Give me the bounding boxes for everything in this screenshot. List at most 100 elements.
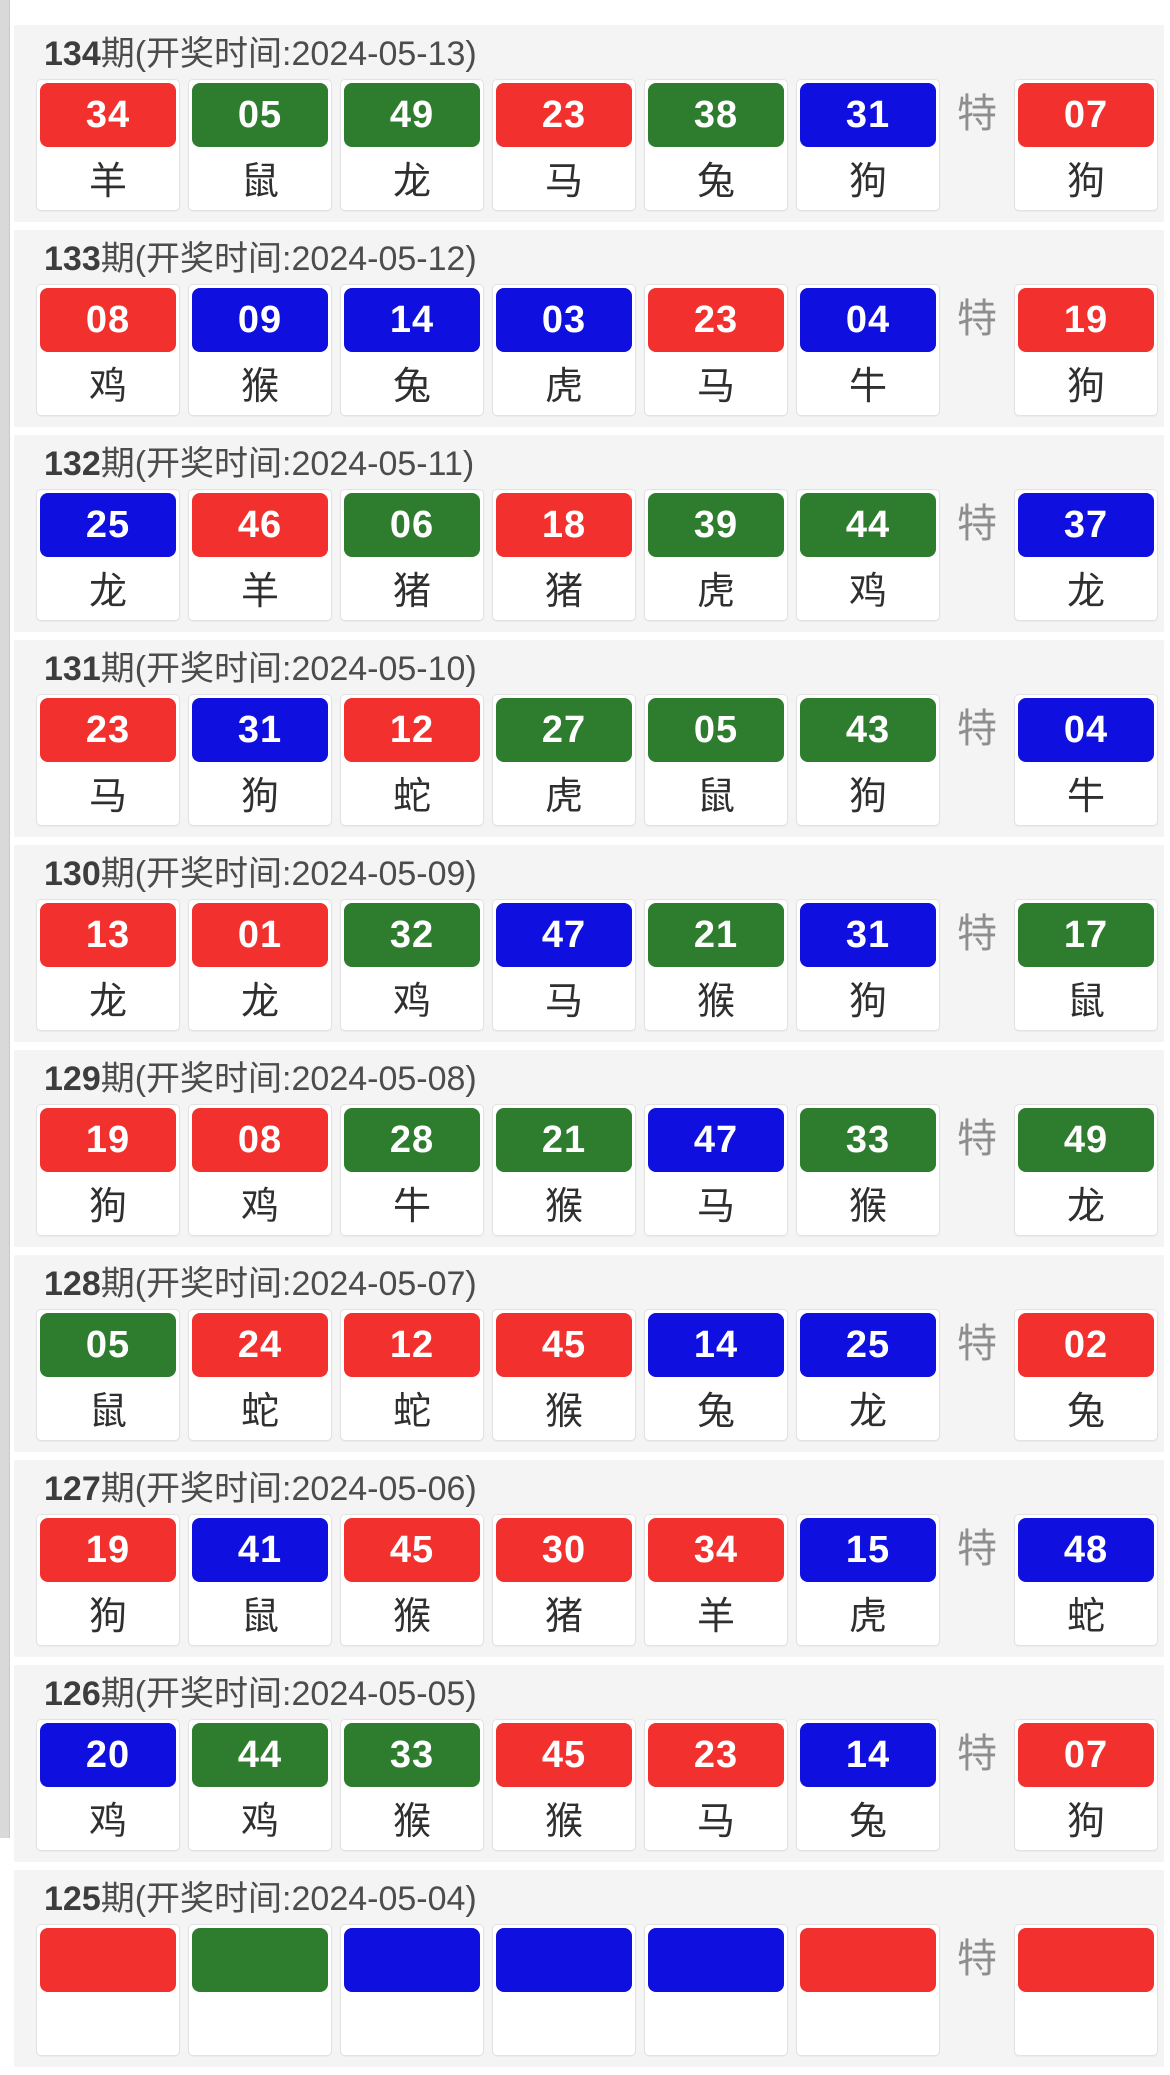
ball-zodiac-label: 猴 xyxy=(496,1787,632,1847)
ball-row: 20 鸡 44 鸡 33 猴 45 猴 23 马 14 兔 特 07 狗 xyxy=(14,1719,1164,1851)
ball-zodiac-label: 龙 xyxy=(1018,1172,1154,1232)
draw-period-number: 134 xyxy=(44,35,101,73)
ball-tile: 37 龙 xyxy=(1014,489,1158,621)
ball-zodiac-label xyxy=(344,1992,480,2052)
ball-number: 23 xyxy=(648,1723,784,1787)
ball-tile: 14 兔 xyxy=(644,1309,788,1441)
special-label: 特 xyxy=(957,1527,997,1571)
ball-number: 37 xyxy=(1018,493,1154,557)
ball-number: 09 xyxy=(192,288,328,352)
ball-number: 08 xyxy=(192,1108,328,1172)
ball-zodiac-label: 虎 xyxy=(496,762,632,822)
draw-time-label: 期(开奖时间:2024-05-10) xyxy=(100,650,477,688)
ball-number: 48 xyxy=(1018,1518,1154,1582)
draw-time-label: 期(开奖时间:2024-05-04) xyxy=(100,1880,477,1918)
ball-tile: 07 狗 xyxy=(1014,1719,1158,1851)
draw-period-number: 130 xyxy=(44,855,101,893)
ball-zodiac-label: 狗 xyxy=(40,1582,176,1642)
ball-zodiac-label: 鼠 xyxy=(192,147,328,207)
ball-tile: 33 猴 xyxy=(796,1104,940,1236)
ball-zodiac-label: 蛇 xyxy=(344,762,480,822)
draw-section: 127期(开奖时间:2024-05-06) 19 狗 41 鼠 45 猴 30 … xyxy=(14,1460,1164,1657)
draw-time-label: 期(开奖时间:2024-05-09) xyxy=(100,855,477,893)
ball-tile: 45 猴 xyxy=(340,1514,484,1646)
special-label: 特 xyxy=(957,912,997,956)
ball-number: 25 xyxy=(40,493,176,557)
ball-zodiac-label: 虎 xyxy=(648,557,784,617)
ball-zodiac-label: 猴 xyxy=(192,352,328,412)
ball-zodiac-label: 牛 xyxy=(344,1172,480,1232)
ball-zodiac-label: 鼠 xyxy=(40,1377,176,1437)
scrollbar-track[interactable] xyxy=(0,0,10,1838)
ball-number: 31 xyxy=(800,903,936,967)
draw-time-label: 期(开奖时间:2024-05-12) xyxy=(100,240,477,278)
ball-number: 45 xyxy=(496,1723,632,1787)
ball-zodiac-label: 鸡 xyxy=(40,352,176,412)
ball-number: 02 xyxy=(1018,1313,1154,1377)
draw-time-label: 期(开奖时间:2024-05-07) xyxy=(100,1265,477,1303)
ball-zodiac-label: 猴 xyxy=(800,1172,936,1232)
draw-section: 131期(开奖时间:2024-05-10) 23 马 31 狗 12 蛇 27 … xyxy=(14,640,1164,837)
ball-row: 34 羊 05 鼠 49 龙 23 马 38 兔 31 狗 特 07 狗 xyxy=(14,79,1164,211)
ball-tile: 48 蛇 xyxy=(1014,1514,1158,1646)
ball-number: 31 xyxy=(192,698,328,762)
ball-tile: 05 鼠 xyxy=(36,1309,180,1441)
ball-tile: 19 狗 xyxy=(36,1514,180,1646)
ball-number: 27 xyxy=(496,698,632,762)
ball-number: 33 xyxy=(800,1108,936,1172)
ball-tile: 47 马 xyxy=(644,1104,788,1236)
draw-section: 128期(开奖时间:2024-05-07) 05 鼠 24 蛇 12 蛇 45 … xyxy=(14,1255,1164,1452)
ball-tile: 21 猴 xyxy=(644,899,788,1031)
ball-tile: 06 猪 xyxy=(340,489,484,621)
ball-tile: 14 兔 xyxy=(340,284,484,416)
ball-number xyxy=(800,1928,936,1992)
draw-time-label: 期(开奖时间:2024-05-05) xyxy=(100,1675,477,1713)
ball-number: 25 xyxy=(800,1313,936,1377)
draw-period-number: 131 xyxy=(44,650,101,688)
ball-zodiac-label: 兔 xyxy=(344,352,480,412)
ball-number: 46 xyxy=(192,493,328,557)
ball-tile: 44 鸡 xyxy=(796,489,940,621)
ball-number: 23 xyxy=(40,698,176,762)
ball-tile: 02 兔 xyxy=(1014,1309,1158,1441)
draw-title: 130期(开奖时间:2024-05-09) xyxy=(14,855,1164,893)
ball-number: 47 xyxy=(496,903,632,967)
ball-tile: 45 猴 xyxy=(492,1719,636,1851)
ball-zodiac-label: 狗 xyxy=(800,762,936,822)
ball-tile: 31 狗 xyxy=(796,899,940,1031)
ball-zodiac-label: 马 xyxy=(496,147,632,207)
ball-number xyxy=(40,1928,176,1992)
ball-zodiac-label: 鸡 xyxy=(800,557,936,617)
draw-time-label: 期(开奖时间:2024-05-08) xyxy=(100,1060,477,1098)
ball-zodiac-label: 狗 xyxy=(800,147,936,207)
draw-section: 125期(开奖时间:2024-05-04) 特 xyxy=(14,1870,1164,2067)
ball-number: 17 xyxy=(1018,903,1154,967)
draw-title: 125期(开奖时间:2024-05-04) xyxy=(14,1880,1164,1918)
ball-number: 01 xyxy=(192,903,328,967)
ball-number: 07 xyxy=(1018,83,1154,147)
ball-row: 19 狗 41 鼠 45 猴 30 猪 34 羊 15 虎 特 48 蛇 xyxy=(14,1514,1164,1646)
ball-tile: 17 鼠 xyxy=(1014,899,1158,1031)
ball-number: 19 xyxy=(40,1108,176,1172)
ball-tile: 43 狗 xyxy=(796,694,940,826)
draw-period-number: 129 xyxy=(44,1060,101,1098)
ball-zodiac-label: 牛 xyxy=(800,352,936,412)
ball-tile: 21 猴 xyxy=(492,1104,636,1236)
draw-period-number: 125 xyxy=(44,1880,101,1918)
ball-number: 03 xyxy=(496,288,632,352)
ball-number: 33 xyxy=(344,1723,480,1787)
ball-number: 06 xyxy=(344,493,480,557)
ball-zodiac-label: 马 xyxy=(496,967,632,1027)
ball-number: 04 xyxy=(800,288,936,352)
ball-number: 08 xyxy=(40,288,176,352)
ball-tile: 12 蛇 xyxy=(340,1309,484,1441)
ball-tile: 24 蛇 xyxy=(188,1309,332,1441)
ball-tile: 31 狗 xyxy=(796,79,940,211)
ball-tile: 34 羊 xyxy=(644,1514,788,1646)
ball-number: 05 xyxy=(40,1313,176,1377)
ball-tile: 30 猪 xyxy=(492,1514,636,1646)
ball-number: 47 xyxy=(648,1108,784,1172)
ball-zodiac-label: 狗 xyxy=(1018,147,1154,207)
ball-number: 28 xyxy=(344,1108,480,1172)
special-label: 特 xyxy=(957,502,997,546)
